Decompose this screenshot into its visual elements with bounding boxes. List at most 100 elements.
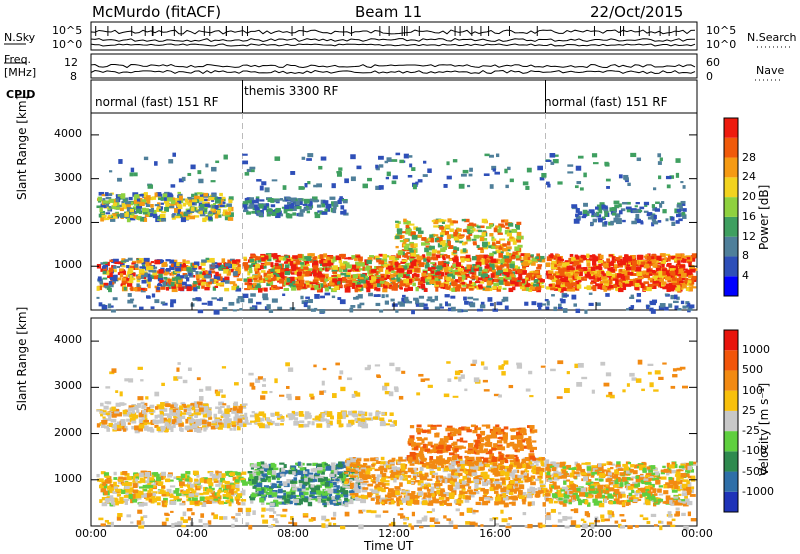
- scatter-cell: [477, 247, 484, 250]
- scatter-cell: [121, 403, 127, 406]
- scatter-cell: [186, 201, 193, 205]
- scatter-cell: [105, 212, 111, 215]
- scatter-cell: [391, 285, 398, 291]
- scatter-cell: [109, 259, 115, 263]
- power-scatter: [96, 152, 698, 315]
- scatter-cell: [165, 403, 171, 408]
- scatter-cell: [561, 265, 567, 269]
- scatter-cell: [678, 276, 683, 282]
- scatter-cell: [649, 256, 655, 260]
- scatter-cell: [152, 492, 157, 497]
- scatter-cell: [590, 222, 594, 226]
- scatter-cell: [205, 496, 210, 501]
- scatter-cell: [594, 257, 599, 262]
- scatter-cell: [520, 253, 526, 257]
- scatter-cell: [266, 304, 271, 310]
- scatter-cell: [568, 281, 573, 285]
- scatter-cell: [293, 259, 300, 262]
- scatter-cell: [250, 500, 254, 504]
- scatter-cell: [458, 276, 462, 282]
- scatter-cell: [208, 212, 213, 217]
- scatter-cell: [435, 281, 441, 285]
- scatter-cell: [515, 258, 521, 261]
- scatter-cell: [391, 279, 396, 284]
- scatter-cell: [301, 156, 306, 160]
- scatter-cell: [553, 273, 557, 276]
- scatter-cell: [559, 258, 564, 261]
- scatter-cell: [180, 473, 186, 479]
- scatter-cell: [103, 261, 108, 264]
- scatter-cell: [159, 419, 164, 424]
- scatter-cell: [233, 484, 240, 488]
- scatter-cell: [303, 474, 308, 479]
- scatter-cell: [109, 484, 114, 488]
- scatter-cell: [545, 159, 552, 162]
- scatter-cell: [129, 208, 135, 213]
- scatter-cell: [488, 267, 493, 272]
- scatter-cell: [255, 198, 259, 204]
- scatter-cell: [614, 213, 621, 218]
- scatter-cell: [292, 285, 296, 288]
- scatter-cell: [258, 276, 263, 280]
- scatter-cell: [157, 419, 161, 424]
- scatter-cell: [176, 412, 180, 418]
- scatter-cell: [261, 257, 266, 262]
- scatter-cell: [198, 407, 204, 412]
- scatter-cell: [423, 258, 427, 262]
- scatter-cell: [501, 219, 505, 223]
- scatter-cell: [475, 275, 479, 280]
- scatter-cell: [190, 483, 195, 488]
- scatter-cell: [472, 243, 477, 246]
- scatter-cell: [444, 284, 449, 288]
- scatter-cell: [172, 259, 178, 264]
- scatter-cell: [338, 278, 343, 281]
- scatter-cell: [184, 215, 191, 218]
- scatter-cell: [100, 488, 107, 493]
- scatter-cell: [646, 255, 652, 261]
- scatter-cell: [270, 198, 275, 203]
- scatter-cell: [219, 405, 225, 408]
- scatter-cell: [240, 490, 246, 496]
- scatter-cell: [207, 204, 213, 208]
- scatter-cell: [410, 251, 414, 255]
- scatter-cell: [416, 254, 420, 260]
- scatter-cell: [167, 418, 171, 423]
- scatter-cell: [121, 258, 126, 263]
- scatter-cell: [202, 492, 208, 495]
- scatter-cell: [504, 168, 508, 174]
- scatter-cell: [262, 473, 268, 478]
- scatter-cell: [132, 476, 137, 481]
- scatter-cell: [293, 477, 298, 483]
- scatter-cell: [373, 283, 377, 288]
- scatter-cell: [127, 257, 133, 261]
- scatter-cell: [112, 198, 118, 203]
- scatter-cell: [462, 229, 467, 233]
- scatter-cell: [505, 276, 512, 280]
- scatter-cell: [331, 295, 336, 299]
- scatter-cell: [337, 464, 343, 468]
- scatter-cell: [426, 256, 431, 260]
- scatter-cell: [172, 408, 179, 413]
- scatter-cell: [262, 205, 267, 211]
- scatter-cell: [205, 274, 211, 279]
- scatter-cell: [501, 270, 507, 274]
- scatter-cell: [466, 235, 471, 240]
- scatter-cell: [295, 268, 301, 272]
- scatter-cell: [380, 456, 385, 461]
- scatter-cell: [430, 237, 435, 243]
- scatter-cell: [647, 216, 653, 220]
- scatter-cell: [339, 196, 343, 199]
- scatter-cell: [170, 299, 177, 304]
- scatter-cell: [143, 257, 150, 262]
- scatter-cell: [110, 214, 116, 218]
- scatter-cell: [498, 247, 503, 250]
- scatter-cell: [347, 269, 352, 273]
- scatter-cell: [126, 212, 133, 216]
- scatter-cell: [673, 294, 678, 300]
- scatter-cell: [126, 203, 131, 209]
- scatter-cell: [356, 273, 362, 277]
- scatter-cell: [444, 301, 449, 307]
- scatter-cell: [121, 280, 128, 284]
- scatter-cell: [524, 301, 529, 306]
- scatter-cell: [450, 306, 456, 312]
